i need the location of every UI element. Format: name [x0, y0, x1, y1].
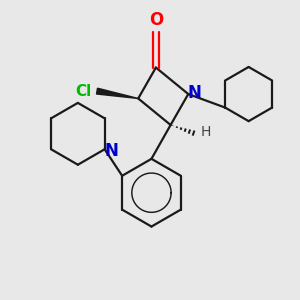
Polygon shape — [97, 88, 138, 98]
Text: N: N — [188, 84, 202, 102]
Text: O: O — [149, 11, 163, 29]
Text: N: N — [104, 142, 118, 160]
Text: H: H — [201, 125, 211, 139]
Text: Cl: Cl — [75, 84, 91, 99]
